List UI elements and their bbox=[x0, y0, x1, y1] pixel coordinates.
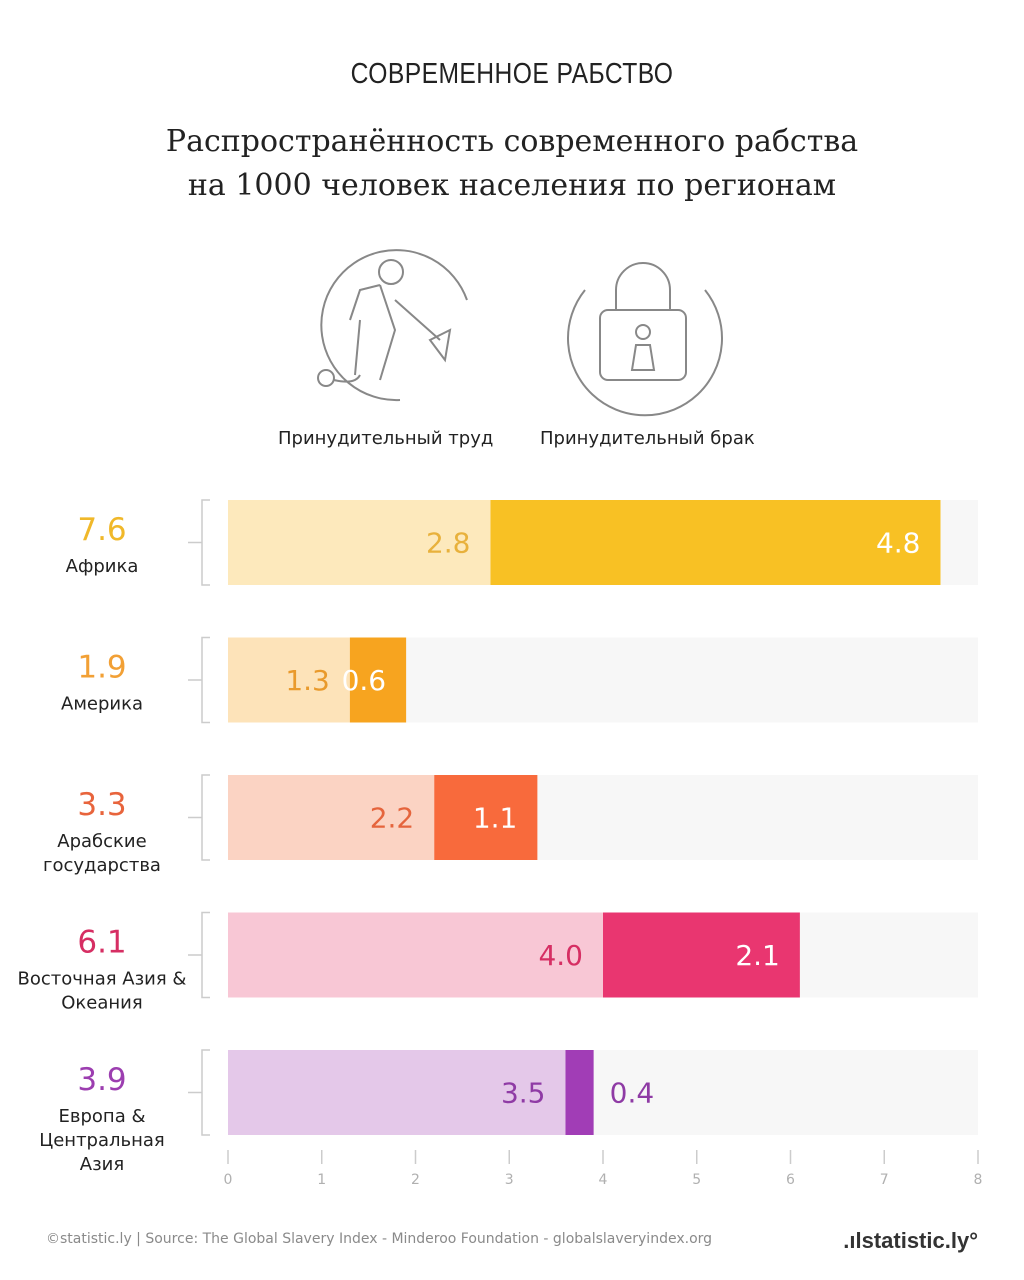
bar-forced-marriage bbox=[565, 1050, 594, 1135]
brand-logo: .ılstatistic.ly° bbox=[843, 1228, 978, 1253]
bar-forced-marriage bbox=[490, 500, 941, 585]
region-name: Африка bbox=[66, 556, 139, 577]
x-tick-label: 8 bbox=[974, 1172, 983, 1188]
region-name: Арабские bbox=[57, 831, 146, 852]
x-tick-label: 7 bbox=[880, 1172, 889, 1188]
bracket bbox=[188, 499, 210, 586]
bracket bbox=[188, 1049, 210, 1136]
data-label: 1.1 bbox=[473, 802, 518, 835]
data-label: 2.8 bbox=[426, 527, 471, 560]
x-tick-label: 5 bbox=[692, 1172, 701, 1188]
region-total: 7.6 bbox=[77, 512, 126, 548]
data-label: 2.2 bbox=[370, 802, 415, 835]
bar-forced-labour bbox=[228, 500, 491, 585]
bar-forced-labour bbox=[228, 775, 435, 860]
region-total: 3.9 bbox=[77, 1062, 126, 1098]
source-footer: ©statistic.ly | Source: The Global Slave… bbox=[46, 1231, 713, 1247]
region-total: 3.3 bbox=[77, 787, 126, 823]
forced-marriage-icon bbox=[567, 262, 723, 417]
bar-forced-labour bbox=[228, 1050, 566, 1135]
bar-forced-marriage bbox=[349, 637, 407, 723]
bar-forced-marriage bbox=[434, 775, 538, 860]
region-name: Европа & bbox=[59, 1106, 146, 1127]
bracket bbox=[188, 911, 210, 999]
data-label: 3.5 bbox=[501, 1077, 546, 1110]
legend-forced-labour: Принудительный труд bbox=[278, 428, 494, 449]
region-name: Америка bbox=[61, 694, 143, 715]
region-name: государства bbox=[43, 855, 161, 876]
region-total: 1.9 bbox=[77, 650, 126, 686]
x-tick-label: 3 bbox=[505, 1172, 514, 1188]
data-label: 0.6 bbox=[342, 664, 387, 697]
x-tick-label: 4 bbox=[599, 1172, 608, 1188]
x-tick-label: 6 bbox=[786, 1172, 795, 1188]
region-name: Центральная bbox=[39, 1130, 165, 1151]
chart-title: Распространённость современного рабства н… bbox=[165, 124, 859, 203]
kicker: СОВРЕМЕННОЕ РАБСТВО bbox=[350, 58, 674, 90]
data-label: 4.0 bbox=[538, 939, 583, 972]
bar-forced-labour bbox=[228, 637, 350, 723]
legend-forced-marriage: Принудительный брак bbox=[540, 428, 755, 449]
region-name: Восточная Азия & bbox=[18, 969, 187, 990]
x-tick-label: 0 bbox=[224, 1172, 233, 1188]
data-label: 1.3 bbox=[285, 664, 330, 697]
bracket bbox=[188, 636, 210, 724]
bracket bbox=[188, 774, 210, 861]
region-name: Океания bbox=[61, 993, 142, 1014]
x-tick-label: 1 bbox=[317, 1172, 326, 1188]
data-label: 4.8 bbox=[876, 527, 921, 560]
forced-labour-icon bbox=[317, 249, 468, 402]
bar-forced-marriage bbox=[603, 912, 800, 998]
data-label: 0.4 bbox=[610, 1077, 655, 1110]
region-name: Азия bbox=[80, 1154, 124, 1175]
region-total: 6.1 bbox=[77, 925, 126, 961]
bar-forced-labour bbox=[228, 912, 603, 998]
data-label: 2.1 bbox=[735, 939, 780, 972]
x-tick-label: 2 bbox=[411, 1172, 420, 1188]
